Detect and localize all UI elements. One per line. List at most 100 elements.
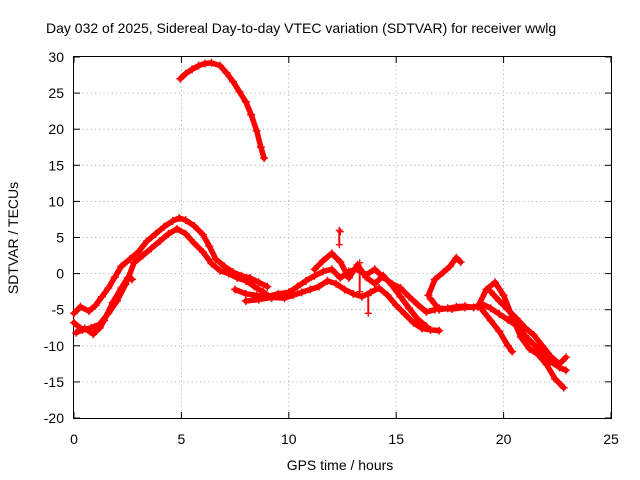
series-track-k (478, 305, 517, 356)
data-point (327, 265, 336, 274)
data-point (138, 251, 147, 260)
data-point (127, 275, 136, 284)
data-point (413, 315, 422, 324)
data-point (151, 229, 160, 238)
data-point (445, 262, 454, 271)
data-point (538, 341, 547, 350)
data-point (396, 284, 405, 293)
y-tick-label: 0 (56, 266, 64, 282)
data-point (521, 323, 530, 332)
data-point (370, 279, 379, 288)
data-point (319, 256, 328, 265)
data-point (387, 281, 396, 290)
y-axis-label: SDTVAR / TECUs (5, 182, 21, 294)
data-point (426, 325, 435, 334)
data-point (207, 259, 216, 268)
data-point (400, 310, 409, 319)
data-point (260, 154, 269, 163)
data-point (263, 282, 272, 291)
y-tick-label: 30 (48, 49, 64, 65)
x-axis-label: GPS time / hours (287, 457, 394, 473)
data-point (486, 287, 495, 296)
data-point (207, 58, 216, 67)
data-point (362, 273, 371, 282)
data-point (319, 267, 328, 276)
x-tick-label: 5 (178, 431, 186, 447)
data-point (241, 289, 250, 298)
data-point (383, 291, 392, 300)
data-point (70, 309, 78, 318)
data-point (392, 301, 401, 310)
series-line (425, 254, 464, 299)
data-point (175, 214, 184, 223)
plot-frame (73, 56, 612, 419)
chart-title: Day 032 of 2025, Sidereal Day-to-day VTE… (46, 20, 556, 36)
data-point (241, 297, 250, 306)
data-point (561, 353, 570, 362)
data-point (495, 297, 504, 306)
data-point (335, 226, 343, 234)
x-tick-labels: 0 5 10 15 20 25 (70, 431, 619, 447)
data-point (327, 249, 336, 258)
y-tick-label: 5 (56, 230, 64, 246)
data-point (85, 307, 94, 316)
data-point (379, 271, 388, 280)
data-point (241, 97, 250, 106)
data-point (254, 295, 263, 304)
data-point (356, 259, 364, 267)
data-point (336, 258, 345, 267)
data-point (181, 69, 190, 78)
data-point (289, 291, 298, 300)
data-point (310, 265, 319, 274)
data-point (164, 229, 173, 238)
data-point (525, 344, 534, 353)
data-point (224, 269, 233, 278)
data-point (188, 65, 197, 74)
data-point (117, 284, 126, 293)
data-point (104, 284, 113, 293)
data-point (72, 328, 81, 337)
data-point (117, 262, 126, 271)
data-point (529, 340, 538, 349)
data-point (456, 258, 465, 267)
data-point (97, 292, 106, 301)
data-point (280, 294, 289, 303)
series-line (177, 60, 267, 161)
y-tick-label: 15 (48, 157, 64, 173)
data-point (147, 244, 156, 253)
data-point (422, 307, 431, 316)
data-point (435, 326, 444, 335)
data-point (91, 301, 100, 310)
data-point (435, 304, 444, 313)
x-tick-label: 0 (70, 431, 78, 447)
data-point (555, 359, 564, 368)
data-point (80, 324, 89, 333)
y-tick-label: 10 (48, 193, 64, 209)
data-point (233, 273, 242, 282)
x-tick-label: 10 (281, 431, 297, 447)
data-point (134, 247, 143, 256)
data-point (499, 291, 508, 300)
data-point (512, 314, 521, 323)
x-tick-label: 20 (496, 431, 512, 447)
series-track-a (70, 214, 272, 318)
data-point (364, 309, 372, 317)
y-tick-label: -5 (52, 302, 65, 318)
data-point (293, 282, 302, 291)
data-point (508, 347, 517, 356)
series-track-j (486, 287, 570, 368)
series-track-f (310, 249, 431, 331)
data-point (181, 229, 190, 238)
data-point (426, 294, 435, 303)
data-point (267, 293, 276, 302)
data-point (70, 318, 78, 327)
data-point (503, 305, 512, 314)
data-point (478, 305, 487, 314)
data-point (364, 291, 372, 299)
data-point (231, 285, 240, 294)
data-point (430, 275, 439, 284)
data-point (201, 59, 210, 68)
data-point (256, 143, 265, 152)
series-line (311, 250, 430, 330)
